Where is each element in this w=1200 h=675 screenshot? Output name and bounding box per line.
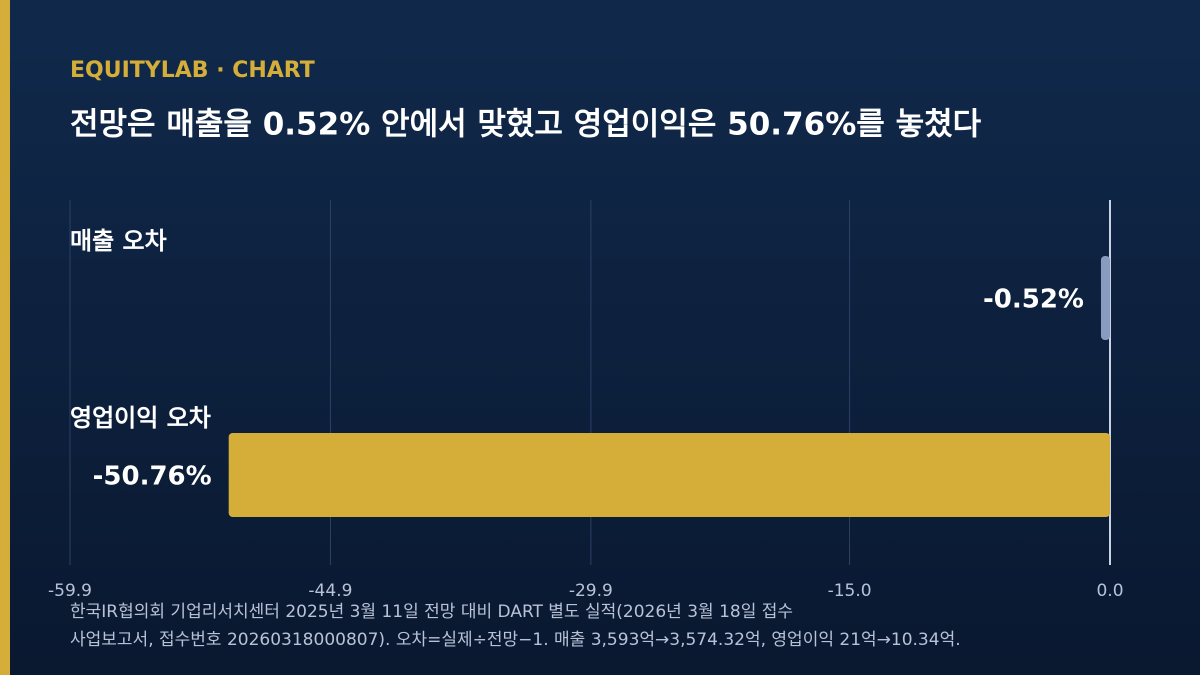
x-tick-label: -44.9: [308, 581, 352, 601]
brand: EQUITYLAB · CHART: [70, 58, 315, 83]
value-label: -0.52%: [983, 285, 1084, 315]
category-label: 영업이익 오차: [70, 404, 211, 432]
source-note: 한국IR협의회 기업리서치센터 2025년 3월 11일 전망 대비 DART …: [70, 602, 793, 622]
x-tick-label: -59.9: [48, 581, 92, 601]
x-tick-label: 0.0: [1096, 581, 1123, 601]
bar: [228, 433, 1110, 517]
bar: [1100, 256, 1110, 340]
source-note: 사업보고서, 접수번호 20260318000807). 오차=실제÷전망−1.…: [70, 630, 961, 650]
x-tick-label: -15.0: [828, 581, 872, 601]
x-tick-label: -29.9: [569, 581, 613, 601]
category-label: 매출 오차: [70, 227, 167, 255]
accent-strip: [0, 0, 10, 675]
value-label: -50.76%: [93, 462, 212, 492]
chart-title: 전망은 매출을 0.52% 안에서 맞혔고 영업이익은 50.76%를 놓쳤다: [70, 107, 982, 143]
